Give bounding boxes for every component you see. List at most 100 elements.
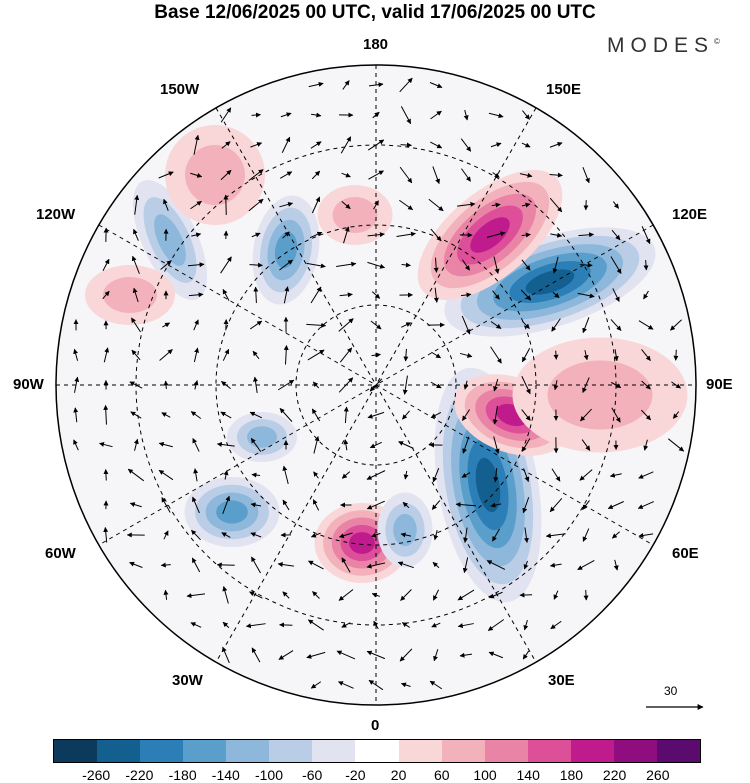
wind-vector <box>521 232 531 238</box>
wind-vector <box>521 409 531 421</box>
wind-vector <box>401 262 411 268</box>
wind-vector <box>607 501 624 509</box>
wind-vector <box>461 315 471 335</box>
wind-vector <box>428 198 444 212</box>
wind-vector <box>159 349 173 361</box>
wind-vector <box>342 80 350 90</box>
wind-vector <box>582 166 590 184</box>
wind-vector <box>336 650 356 660</box>
wind-vectors <box>73 77 685 691</box>
anomaly-patch-labrador-negative <box>393 513 417 547</box>
wind-vector <box>673 349 679 361</box>
wind-vector <box>193 134 200 155</box>
wind-vector <box>338 377 354 393</box>
wind-vector <box>641 380 651 390</box>
wind-vector <box>369 441 382 449</box>
wind-vector <box>248 198 264 212</box>
wind-vector <box>251 556 261 574</box>
wind-vector <box>193 319 199 331</box>
map-border <box>55 64 697 706</box>
wind-vector <box>373 200 379 210</box>
wind-vector <box>160 562 171 568</box>
wind-vector <box>398 441 414 449</box>
wind-vector <box>577 292 595 299</box>
wind-vector <box>338 589 354 601</box>
wind-vector <box>221 532 231 538</box>
colorbar-tick-label: 220 <box>602 767 627 783</box>
wind-vector <box>103 469 109 481</box>
wind-vector <box>400 142 412 148</box>
wind-vector <box>74 376 80 393</box>
wind-vector <box>163 380 169 390</box>
wind-vector <box>463 109 469 121</box>
lon-label-150e: 150E <box>546 81 582 98</box>
wind-vector <box>667 438 685 452</box>
wind-vector <box>551 468 561 482</box>
wind-vector <box>102 290 110 300</box>
wind-vector <box>222 621 230 629</box>
wind-vector <box>430 228 442 242</box>
wind-vector <box>161 412 171 418</box>
wind-vector <box>310 141 322 149</box>
wind-vector <box>282 591 290 599</box>
wind-vector <box>372 111 380 119</box>
wind-vector <box>220 169 232 181</box>
wind-vector <box>188 292 204 298</box>
colorbar-tick-label: 260 <box>646 767 670 783</box>
wind-vector <box>373 620 379 630</box>
lon-label-120w: 120W <box>36 206 76 223</box>
wind-vector <box>430 381 442 389</box>
wind-vector <box>310 286 322 304</box>
wind-vector <box>396 231 416 238</box>
wind-vector <box>400 682 411 688</box>
wind-vector <box>550 620 562 630</box>
wind-vector <box>523 468 530 483</box>
wind-vector <box>582 377 590 394</box>
wind-vector <box>643 290 649 300</box>
wind-vector <box>521 259 531 271</box>
wind-vector <box>460 292 472 298</box>
wind-vector <box>191 232 202 238</box>
wind-vector <box>341 622 351 628</box>
wind-vector <box>102 258 110 272</box>
brand-logo: MODES© <box>607 34 720 58</box>
colorbar-swatch <box>570 740 614 762</box>
wind-vector <box>549 562 562 568</box>
wind-vector <box>186 593 206 599</box>
anomaly-patch-north-atlantic-negative <box>216 500 248 524</box>
wind-vector <box>578 232 595 238</box>
wind-vector <box>306 651 326 659</box>
lon-label-30e: 30E <box>548 672 575 689</box>
wind-vector <box>461 472 471 478</box>
wind-vector <box>399 648 413 662</box>
wind-vector <box>308 560 324 570</box>
wind-vector <box>455 502 476 508</box>
wind-vector <box>493 468 499 483</box>
wind-vector <box>193 380 199 390</box>
wind-vector <box>613 349 619 362</box>
wind-vector <box>250 502 262 508</box>
wind-vector <box>220 256 232 274</box>
wind-vector <box>552 256 559 274</box>
colorbar-swatch <box>183 740 227 762</box>
wind-vector <box>249 591 263 599</box>
wind-vector <box>610 381 622 389</box>
wind-vector <box>403 348 409 362</box>
anomaly-patch-gulf-of-alaska-negative <box>247 426 277 448</box>
colorbar-swatch <box>54 740 98 762</box>
colorbar-tick-label: -100 <box>254 767 284 783</box>
wind-vector <box>158 171 174 179</box>
wind-vector <box>521 376 531 395</box>
wind-vector <box>492 290 500 300</box>
wind-vector <box>192 496 200 514</box>
wind-vector <box>220 107 232 123</box>
wind-vector <box>433 530 439 541</box>
colorbar-tick-label: -180 <box>168 767 197 783</box>
wind-vector <box>253 376 258 394</box>
wind-vector <box>190 411 202 419</box>
wind-vector <box>129 502 142 508</box>
wind-vector <box>638 532 654 538</box>
wind-vector <box>73 348 79 361</box>
wind-vector <box>283 286 290 304</box>
